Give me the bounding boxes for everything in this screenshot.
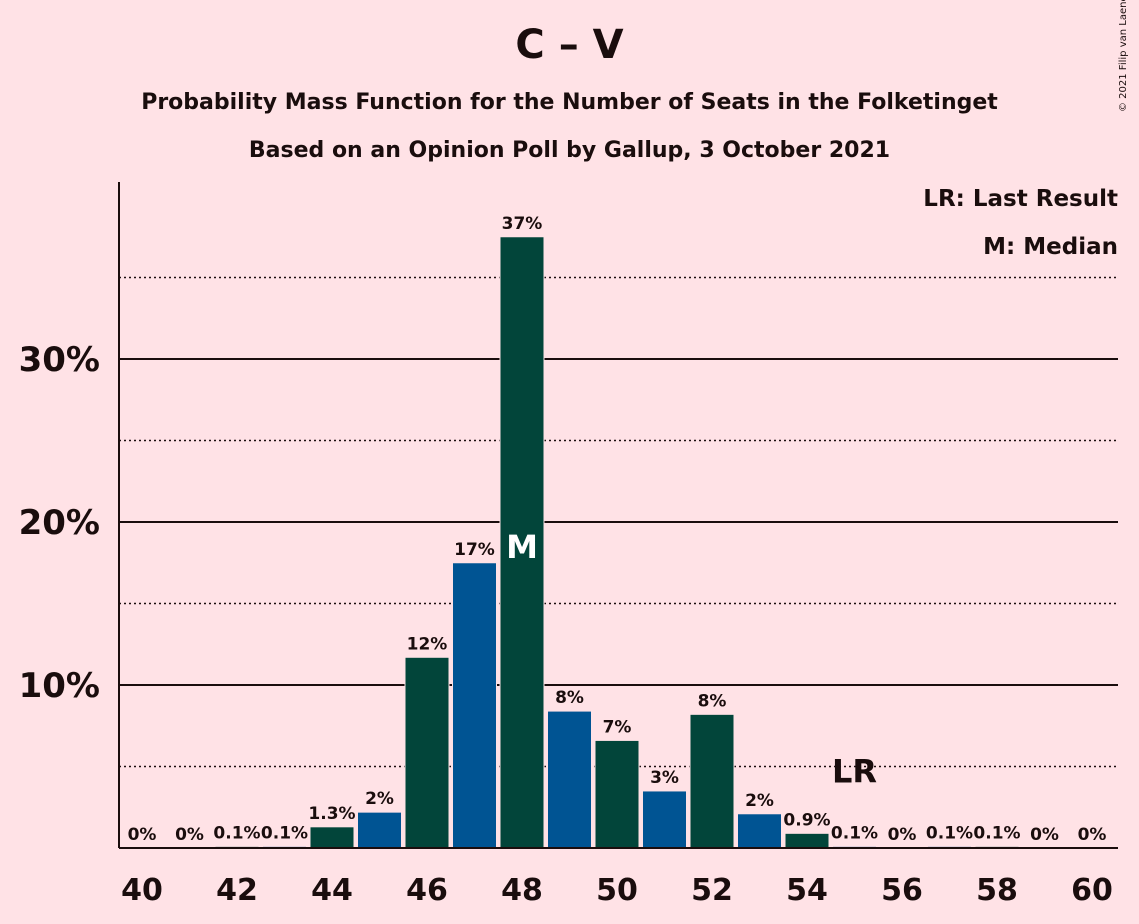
bar-52 <box>689 713 735 849</box>
bar-label-50: 7% <box>603 717 632 737</box>
bar-label-47: 17% <box>454 540 495 560</box>
bar-label-42: 0.1% <box>213 823 260 843</box>
bar-label-60: 0% <box>1078 825 1107 845</box>
bar-label-58: 0.1% <box>973 823 1020 843</box>
x-tick-56: 56 <box>881 873 923 908</box>
bar-53 <box>737 813 782 849</box>
chart-subtitle-poll: Based on an Opinion Poll by Gallup, 3 Oc… <box>248 138 891 163</box>
legend-last-result: LR: Last Result <box>923 186 1118 212</box>
markers: M LR <box>506 528 877 791</box>
bar-label-52: 8% <box>698 691 727 711</box>
x-tick-48: 48 <box>501 873 543 908</box>
y-tick-30pct: 30% <box>19 340 100 380</box>
bar-label-45: 2% <box>365 789 394 809</box>
bar-label-44: 1.3% <box>308 804 355 824</box>
bar-label-54: 0.9% <box>783 810 830 830</box>
bar-label-49: 8% <box>555 688 584 708</box>
x-tick-60: 60 <box>1071 873 1113 908</box>
x-tick-42: 42 <box>216 873 258 908</box>
bar-47 <box>452 562 497 849</box>
bar-50 <box>594 739 640 849</box>
bar-label-59: 0% <box>1030 825 1059 845</box>
bar-51 <box>642 790 687 849</box>
bar-label-41: 0% <box>175 825 204 845</box>
bars <box>214 236 1020 849</box>
bar-48 <box>499 236 545 849</box>
x-tick-40: 40 <box>121 873 163 908</box>
axes <box>118 182 1118 849</box>
x-tick-52: 52 <box>691 873 733 908</box>
gridlines <box>119 276 1118 768</box>
chart-subtitle: Probability Mass Function for the Number… <box>141 90 998 115</box>
bar-label-55: 0.1% <box>831 823 878 843</box>
x-tick-44: 44 <box>311 873 353 908</box>
last-result-marker: LR <box>832 753 877 791</box>
y-tick-20pct: 20% <box>19 503 100 543</box>
bar-label-57: 0.1% <box>926 823 973 843</box>
bar-54 <box>784 832 830 849</box>
chart-title: C – V <box>515 22 624 68</box>
bar-45 <box>357 811 402 849</box>
bar-label-51: 3% <box>650 768 679 788</box>
bar-label-53: 2% <box>745 791 774 811</box>
bar-label-56: 0% <box>888 825 917 845</box>
x-tick-46: 46 <box>406 873 448 908</box>
bar-44 <box>309 826 355 849</box>
legend-median: M: Median <box>983 234 1118 260</box>
bar-label-46: 12% <box>407 634 448 654</box>
bar-label-48: 37% <box>502 214 543 234</box>
bar-label-43: 0.1% <box>261 823 308 843</box>
tick-labels: 40 42 44 46 48 50 52 54 56 58 60 10% 20% 30% <box>19 340 1113 908</box>
median-marker: M <box>506 528 538 566</box>
x-tick-58: 58 <box>976 873 1018 908</box>
x-tick-54: 54 <box>786 873 828 908</box>
bar-49 <box>547 710 592 849</box>
bar-labels: 0% 0% 0.1% 0.1%1.3%2%12%17%37%8%7%3%8%2%0.9… <box>128 214 1107 845</box>
y-tick-10pct: 10% <box>19 666 100 706</box>
bar-46 <box>404 656 450 849</box>
x-tick-50: 50 <box>596 873 638 908</box>
bar-label-40: 0% <box>128 825 157 845</box>
